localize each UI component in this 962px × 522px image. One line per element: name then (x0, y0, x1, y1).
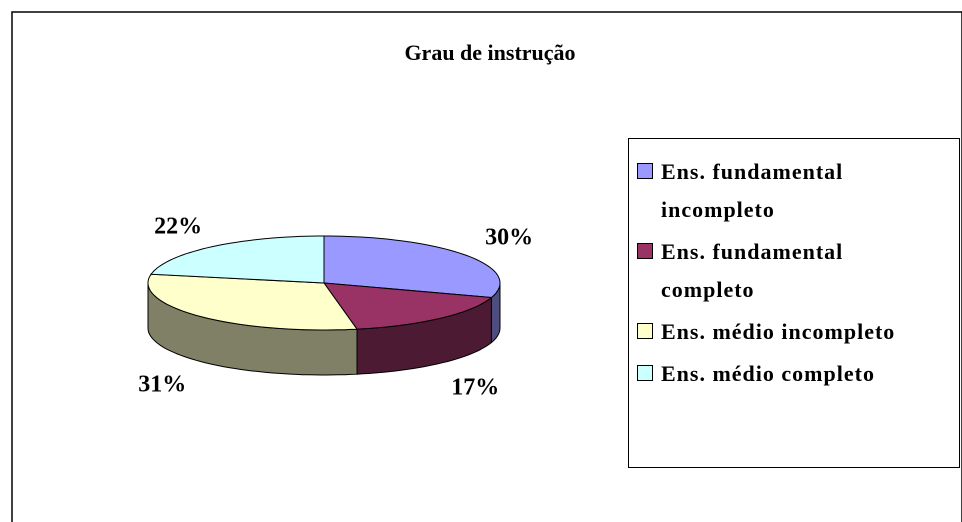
legend-label: Ens. médio incompleto (661, 319, 896, 344)
pie-slice (150, 235, 325, 284)
legend-item: Ens. fundamental completo (637, 233, 959, 309)
data-label: 17% (451, 374, 499, 400)
legend-swatch (637, 163, 653, 179)
chart-title: Grau de instrução (404, 40, 575, 65)
legend-item: Ens. médio completo (637, 355, 959, 393)
pie-slice (147, 273, 358, 331)
data-label: 31% (138, 372, 186, 398)
pie-slice (323, 235, 501, 299)
legend-label: Ens. médio completo (661, 361, 875, 386)
legend-swatch (637, 365, 653, 381)
legend: Ens. fundamental incompleto Ens. fundamen… (628, 138, 960, 468)
pie-slice (322, 282, 493, 330)
legend-swatch (637, 323, 653, 339)
legend-item: Ens. médio incompleto (637, 313, 959, 351)
legend-swatch (637, 243, 653, 259)
legend-label: Ens. fundamental incompleto (661, 159, 844, 222)
data-label: 30% (485, 225, 533, 251)
legend-label: Ens. fundamental completo (661, 239, 844, 302)
data-label: 22% (154, 213, 202, 239)
chart-border (11, 11, 962, 522)
legend-item: Ens. fundamental incompleto (637, 153, 959, 229)
